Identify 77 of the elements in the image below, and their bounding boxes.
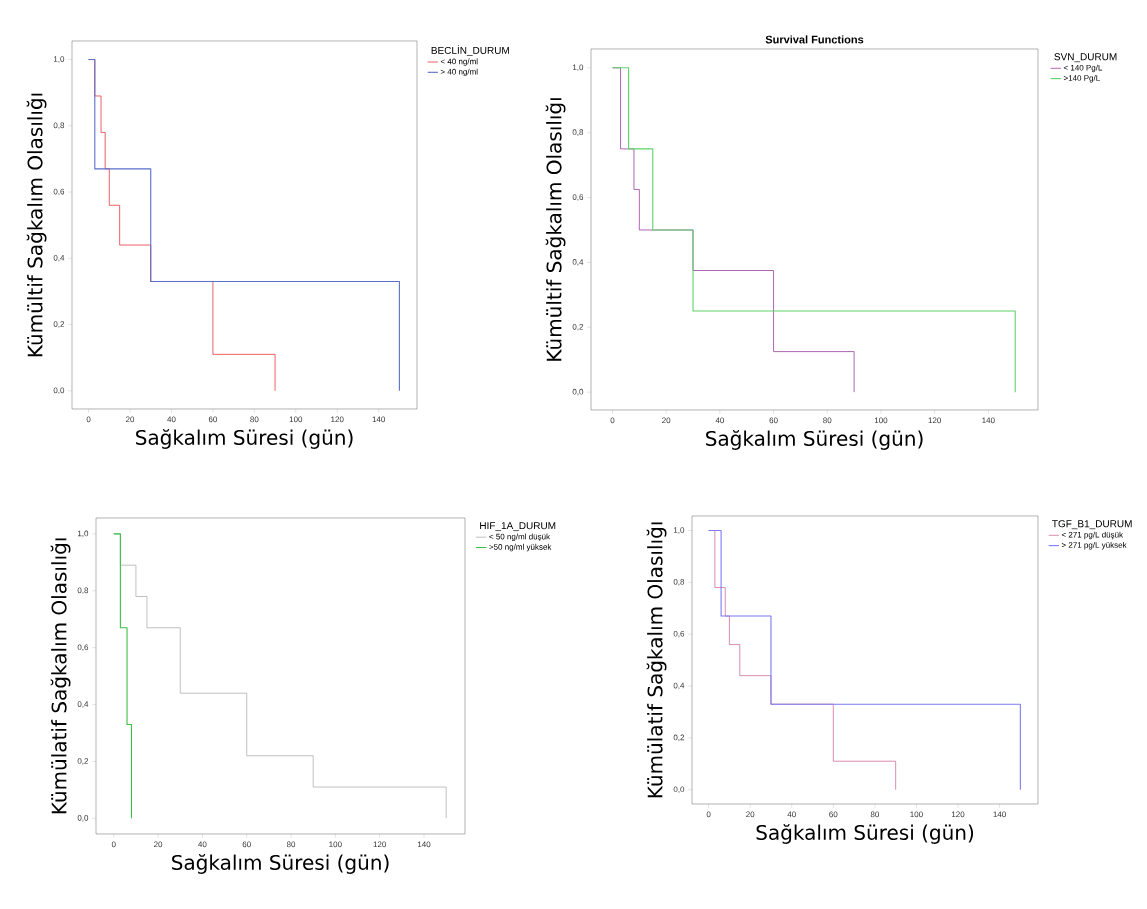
y-tick-label: 0,8 bbox=[572, 129, 584, 136]
x-tick-label: 140 bbox=[993, 811, 1006, 818]
x-tick-label: 20 bbox=[662, 417, 671, 424]
x-tick-label: 80 bbox=[870, 811, 880, 818]
legend-title: SVN_DURUM bbox=[1054, 53, 1117, 63]
y-tick-label: 0,4 bbox=[673, 682, 685, 690]
y-tick-label: 0,8 bbox=[53, 122, 65, 130]
y-axis-title: Kümülatif Sağkalım Olasılığı bbox=[646, 522, 667, 798]
x-tick-label: 60 bbox=[242, 841, 251, 848]
y-tick-label: 0,8 bbox=[673, 579, 685, 586]
legend-label: > 271 pg/L yüksek bbox=[1061, 541, 1127, 550]
x-tick-label: 20 bbox=[154, 841, 163, 848]
y-tick-label: 1,0 bbox=[53, 56, 65, 63]
legend-label: >50 ng/ml yüksek bbox=[489, 543, 552, 552]
x-axis-title: Sağkalım Süresi (gün) bbox=[172, 854, 389, 874]
y-tick-label: 0,6 bbox=[53, 188, 65, 196]
y-tick-label: 0,2 bbox=[673, 734, 685, 742]
chart-title: Survival Functions bbox=[765, 35, 864, 44]
y-tick-label: 0,4 bbox=[53, 254, 65, 262]
x-tick-label: 20 bbox=[746, 811, 755, 818]
x-tick-label: 100 bbox=[874, 417, 888, 424]
y-axis-title: Kümültif Sağkalım Olasılığı bbox=[545, 98, 566, 361]
x-tick-label: 40 bbox=[198, 841, 207, 848]
legend-title: HIF_1A_DURUM bbox=[480, 522, 556, 532]
x-tick-label: 60 bbox=[769, 417, 778, 424]
legend-label: < 50 ng/ml düşük bbox=[489, 533, 551, 542]
x-tick-label: 40 bbox=[787, 811, 796, 818]
x-tick-label: 80 bbox=[823, 417, 832, 424]
x-tick-label: 20 bbox=[125, 416, 135, 423]
y-tick-label: 0,6 bbox=[572, 194, 584, 201]
x-tick-label: 0 bbox=[86, 416, 91, 423]
y-axis-title: Kümültif Sağkalım Olasılığı bbox=[26, 93, 47, 357]
y-tick-label: 0,2 bbox=[572, 323, 584, 331]
y-tick-label: 1,0 bbox=[673, 527, 685, 534]
x-tick-label: 60 bbox=[829, 811, 838, 818]
y-tick-label: 0,0 bbox=[572, 388, 584, 396]
x-axis-title: Sağkalım Süresi (gün) bbox=[706, 430, 923, 450]
x-tick-label: 0 bbox=[706, 811, 711, 818]
legend-label: < 271 pg/L düşük bbox=[1061, 531, 1124, 540]
y-tick-label: 1,0 bbox=[572, 64, 584, 72]
y-tick-label: 0,2 bbox=[77, 758, 89, 765]
x-tick-label: 120 bbox=[928, 417, 942, 424]
x-tick-label: 100 bbox=[289, 416, 303, 423]
x-tick-label: 100 bbox=[329, 841, 342, 848]
y-tick-label: 0,4 bbox=[572, 259, 584, 266]
x-axis-title: Sağkalım Süresi (gün) bbox=[756, 824, 974, 844]
x-tick-label: 0 bbox=[111, 841, 116, 848]
x-tick-label: 60 bbox=[208, 416, 218, 423]
legend-label: < 140 Pg/L bbox=[1063, 64, 1103, 73]
legend-label: >140 Pg/L bbox=[1063, 74, 1100, 83]
x-tick-label: 40 bbox=[715, 417, 725, 424]
x-tick-label: 140 bbox=[372, 416, 386, 423]
y-tick-label: 0,0 bbox=[77, 815, 89, 822]
legend-label: < 40 ng/ml bbox=[440, 58, 478, 66]
legend-title: TGF_B1_DURUM bbox=[1052, 520, 1132, 530]
y-tick-label: 0,0 bbox=[53, 387, 65, 395]
y-tick-label: 0,8 bbox=[77, 587, 89, 595]
x-tick-label: 0 bbox=[610, 417, 615, 424]
legend-title: BECLİN_DURUM bbox=[431, 45, 509, 56]
x-tick-label: 120 bbox=[951, 811, 965, 818]
x-tick-label: 80 bbox=[286, 841, 296, 848]
x-tick-label: 140 bbox=[417, 841, 431, 848]
y-tick-label: 0,2 bbox=[53, 321, 65, 328]
y-tick-label: 0,6 bbox=[673, 630, 685, 638]
y-axis-title: Kümülatif Sağkalım Olasılığı bbox=[50, 538, 71, 814]
x-tick-label: 100 bbox=[910, 811, 923, 818]
x-tick-label: 120 bbox=[373, 841, 387, 848]
x-axis-title: Sağkalım Süresi (gün) bbox=[136, 429, 353, 449]
y-tick-label: 0,6 bbox=[77, 644, 89, 651]
x-tick-label: 80 bbox=[250, 416, 259, 423]
legend-label: > 40 ng/ml bbox=[440, 68, 478, 77]
y-tick-label: 0,4 bbox=[77, 701, 89, 708]
x-tick-label: 40 bbox=[167, 416, 176, 423]
y-tick-label: 1,0 bbox=[77, 530, 89, 538]
x-tick-label: 120 bbox=[331, 416, 344, 423]
y-tick-label: 0,0 bbox=[673, 786, 685, 794]
x-tick-label: 140 bbox=[982, 417, 995, 424]
